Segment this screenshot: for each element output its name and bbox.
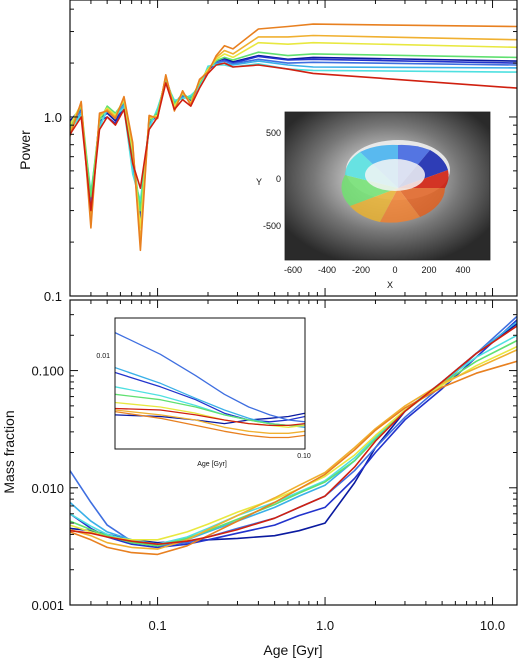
- bottom-ytick-label-1: 0.010: [31, 481, 64, 496]
- top-panel: 0.1 1.0 Power -600 -400 -200 0: [17, 0, 518, 304]
- bottom-ytick-label-0: 0.001: [31, 598, 64, 613]
- inset-series-7: [115, 409, 305, 434]
- galaxy-regions: [341, 140, 450, 223]
- map-xtick-1: -400: [318, 265, 336, 275]
- bottom-x-ticks: 0.1 1.0 10.0: [69, 300, 505, 633]
- top-series-9: [70, 62, 517, 212]
- map-x-label: X: [387, 280, 393, 290]
- inset-background: [115, 318, 305, 449]
- top-plot-frame: [69, 0, 518, 297]
- galaxy-center: [365, 159, 425, 191]
- map-xtick-3: 0: [392, 265, 397, 275]
- map-xtick-5: 400: [455, 265, 470, 275]
- bottom-xtick-label-2: 10.0: [480, 618, 505, 633]
- inset-ytick-0: 0.01: [96, 353, 110, 360]
- inset-series-lines: [115, 332, 305, 439]
- bottom-xtick-label-0: 0.1: [149, 618, 167, 633]
- bottom-y-axis-label: Mass fraction: [1, 410, 17, 493]
- inset-series-9: [115, 407, 305, 427]
- inset-series-8: [115, 410, 305, 439]
- bottom-panel: 0.001 0.010 0.100 0.1 1.0 10.0 Mass fraction…: [1, 299, 518, 658]
- bottom-x-axis-label: Age [Gyr]: [263, 642, 322, 658]
- map-xtick-4: 200: [421, 265, 436, 275]
- top-y-axis-label: Power: [17, 130, 33, 170]
- map-xtick-2: -200: [352, 265, 370, 275]
- map-y-label: Y: [256, 177, 262, 187]
- inset-xtick-0: 0.10: [297, 453, 311, 460]
- bottom-series-9: [70, 325, 517, 546]
- map-ytick-0: 500: [266, 128, 281, 138]
- bottom-y-ticks: 0.001 0.010 0.100: [31, 299, 517, 613]
- bottom-xtick-label-1: 1.0: [316, 618, 334, 633]
- map-ytick-1: 0: [276, 174, 281, 184]
- region-yellow: [350, 188, 398, 222]
- region-orange-dark: [398, 188, 445, 217]
- inset-series-2: [115, 332, 305, 423]
- region-green: [341, 175, 398, 206]
- bottom-ytick-label-2: 0.100: [31, 364, 64, 379]
- galaxy-map-frame: [284, 111, 491, 261]
- inset-x-label: Age [Gyr]: [197, 461, 227, 468]
- map-xtick-0: -600: [284, 265, 302, 275]
- inset-series-1: [115, 371, 305, 423]
- top-series-lines: [70, 23, 517, 252]
- inset-frame: [114, 317, 306, 450]
- top-series-8: [70, 23, 517, 252]
- top-ytick-label-0: 0.1: [44, 289, 62, 304]
- galaxy-map-inset: -600 -400 -200 0 200 400 X 500 0 -500 Y: [256, 111, 491, 290]
- bottom-series-7: [70, 349, 517, 550]
- mass-fraction-inset: 0.01 0.10 Age [Gyr]: [96, 317, 311, 468]
- bottom-series-1: [70, 319, 517, 549]
- map-ytick-2: -500: [263, 221, 281, 231]
- region-orange: [380, 188, 420, 223]
- bottom-series-lines: [70, 315, 517, 556]
- top-ytick-label-1: 1.0: [44, 110, 62, 125]
- top-y-ticks: 0.1 1.0: [44, 0, 517, 304]
